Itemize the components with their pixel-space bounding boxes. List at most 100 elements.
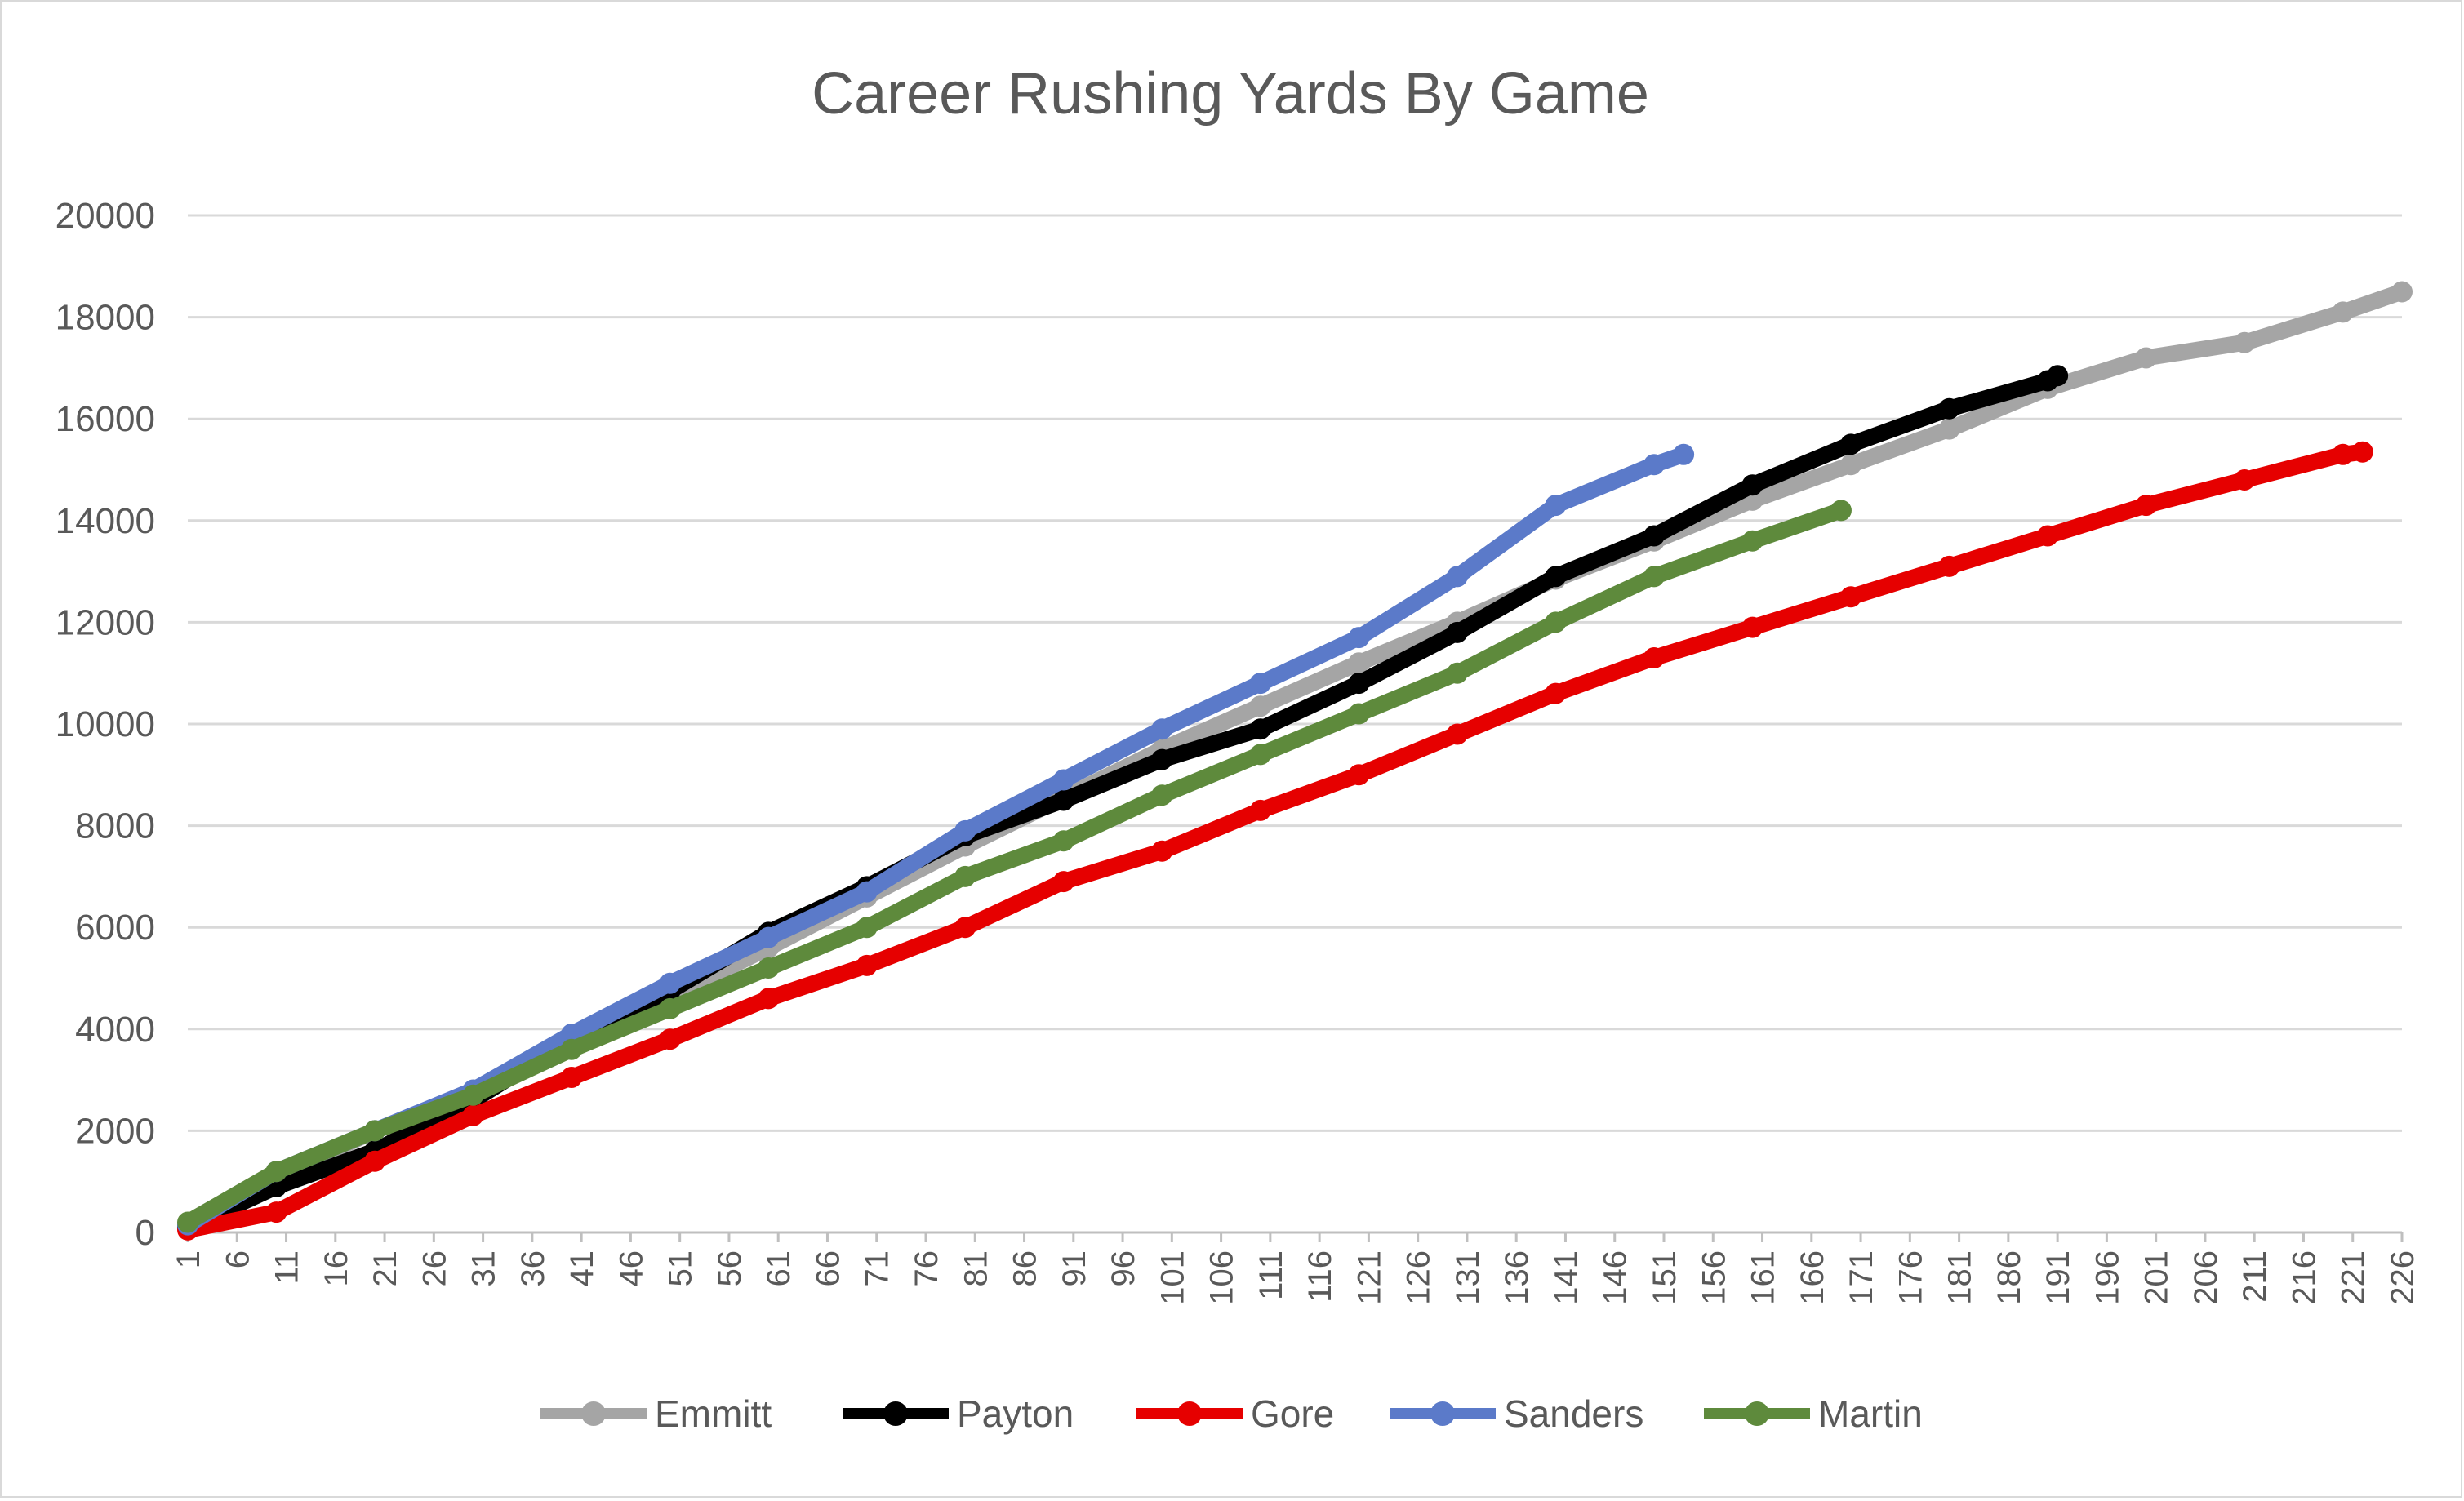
x-tick-label: 96: [1105, 1250, 1141, 1287]
data-point: [2332, 301, 2354, 323]
data-point: [2047, 365, 2069, 387]
legend-swatch-marker: [1745, 1401, 1769, 1426]
data-point: [1643, 566, 1665, 588]
y-axis-ticks: 0 2000 4000 6000 8000 10000 12000 14000 16000 180…: [56, 196, 155, 1253]
x-tick-label: 86: [1007, 1250, 1043, 1287]
x-tick-label: 41: [564, 1250, 600, 1287]
x-tick-label: 21: [367, 1250, 403, 1287]
data-point: [1151, 718, 1173, 740]
data-point: [2351, 441, 2373, 463]
data-point: [1741, 474, 1763, 496]
x-tick-label: 156: [1696, 1250, 1732, 1305]
legend-label: Sanders: [1504, 1392, 1643, 1435]
x-tick-label: 116: [1302, 1250, 1338, 1303]
legend-swatch-marker: [1177, 1401, 1202, 1426]
legend-label: Gore: [1251, 1392, 1334, 1435]
data-point: [1840, 586, 1862, 608]
y-tick-label: 4000: [75, 1010, 155, 1050]
x-tick-label: 161: [1746, 1250, 1781, 1305]
x-tick-label: 176: [1892, 1250, 1928, 1305]
y-tick-label: 18000: [56, 298, 155, 338]
gridlines: [188, 214, 2402, 1234]
data-point: [1052, 830, 1074, 852]
x-axis-ticks: 1 6 11 16 21 26 31 36 41 46 51 56 61 66 71 76 81 86 91 96 10…: [171, 1232, 2421, 1305]
x-tick-label: 61: [761, 1250, 797, 1287]
x-tick-label: 136: [1499, 1250, 1535, 1305]
data-point: [462, 1104, 484, 1126]
x-tick-label: 186: [1991, 1250, 2027, 1305]
legend-swatch-marker: [581, 1401, 606, 1426]
y-tick-label: 14000: [56, 501, 155, 541]
data-point: [954, 819, 976, 842]
data-point: [2234, 469, 2256, 491]
legend-item-emmitt: Emmitt: [540, 1392, 772, 1435]
legend-item-sanders: Sanders: [1390, 1392, 1643, 1435]
x-tick-label: 206: [2188, 1250, 2224, 1305]
x-tick-label: 121: [1351, 1250, 1387, 1305]
x-tick-label: 181: [1942, 1250, 1978, 1305]
data-point: [1249, 744, 1271, 766]
data-point: [856, 881, 878, 903]
legend-label: Payton: [957, 1392, 1074, 1435]
data-point: [1840, 433, 1862, 455]
data-point: [1348, 673, 1370, 695]
legend-swatch-marker: [1430, 1401, 1455, 1426]
data-point: [1249, 718, 1271, 740]
x-tick-label: 171: [1844, 1250, 1879, 1305]
data-point: [1446, 662, 1468, 684]
x-tick-label: 36: [515, 1250, 551, 1287]
data-point: [561, 1066, 583, 1088]
x-tick-label: 6: [220, 1250, 256, 1268]
data-point: [2234, 331, 2256, 353]
data-point: [1151, 748, 1173, 770]
x-tick-label: 51: [663, 1250, 699, 1287]
x-tick-label: 201: [2139, 1250, 2175, 1305]
x-tick-label: 71: [860, 1250, 896, 1287]
x-tick-label: 16: [318, 1250, 354, 1287]
data-point: [1348, 764, 1370, 786]
x-tick-label: 151: [1647, 1250, 1683, 1305]
data-point: [1249, 673, 1271, 695]
series-line-martin: [180, 502, 1849, 1231]
series-gore: [177, 441, 2373, 1241]
data-point: [1545, 611, 1567, 633]
x-tick-label: 126: [1401, 1250, 1437, 1305]
x-tick-label: 196: [2089, 1250, 2125, 1305]
legend: Emmitt Payton Gore Sanders Martin: [540, 1392, 1923, 1435]
y-tick-label: 0: [136, 1213, 155, 1253]
legend-swatch-marker: [883, 1401, 908, 1426]
y-tick-label: 16000: [56, 399, 155, 439]
x-tick-label: 1: [171, 1250, 207, 1268]
data-point: [561, 1038, 583, 1060]
data-point: [856, 954, 878, 976]
data-point: [1446, 723, 1468, 745]
series-martin: [177, 500, 1852, 1233]
data-point: [2037, 525, 2059, 547]
data-point: [265, 1161, 287, 1183]
x-tick-label: 106: [1204, 1250, 1240, 1305]
x-tick-label: 146: [1598, 1250, 1634, 1305]
data-point: [954, 917, 976, 939]
legend-item-payton: Payton: [843, 1392, 1074, 1435]
series-line-emmitt: [180, 283, 2410, 1234]
data-point: [1249, 695, 1271, 717]
data-point: [1741, 616, 1763, 638]
data-point: [1348, 627, 1370, 649]
x-tick-label: 141: [1548, 1250, 1584, 1305]
data-point: [1052, 789, 1074, 811]
y-tick-label: 2000: [75, 1111, 155, 1151]
x-tick-label: 56: [712, 1250, 748, 1287]
series-layer: [177, 281, 2413, 1241]
x-tick-label: 11: [269, 1250, 305, 1285]
data-point: [1643, 454, 1665, 476]
legend-label: Martin: [1818, 1392, 1923, 1435]
data-point: [1052, 769, 1074, 791]
data-point: [954, 865, 976, 887]
data-point: [1348, 652, 1370, 674]
data-point: [1938, 555, 1960, 577]
y-tick-label: 12000: [56, 602, 155, 642]
data-point: [758, 988, 780, 1010]
data-point: [659, 997, 681, 1019]
data-point: [1938, 418, 1960, 440]
x-tick-label: 226: [2385, 1250, 2421, 1305]
